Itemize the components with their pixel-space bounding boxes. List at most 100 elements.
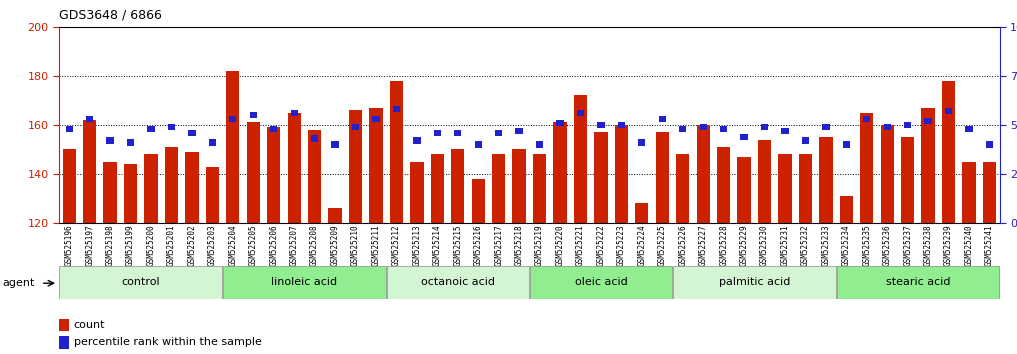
Bar bbox=[205, 166, 219, 223]
Bar bbox=[271, 126, 278, 132]
Bar bbox=[962, 162, 975, 223]
Bar bbox=[410, 162, 423, 223]
Bar bbox=[594, 132, 607, 223]
Text: palmitic acid: palmitic acid bbox=[719, 277, 790, 287]
Bar bbox=[328, 208, 342, 223]
Text: oleic acid: oleic acid bbox=[575, 277, 627, 287]
Bar bbox=[717, 147, 730, 223]
Bar bbox=[495, 130, 502, 136]
Bar bbox=[820, 137, 833, 223]
Bar bbox=[822, 124, 830, 130]
Bar bbox=[223, 266, 385, 299]
Bar bbox=[530, 266, 672, 299]
Bar bbox=[901, 137, 914, 223]
Bar bbox=[65, 126, 73, 132]
Bar bbox=[761, 124, 768, 130]
Text: control: control bbox=[121, 277, 160, 287]
Bar bbox=[59, 319, 69, 331]
Bar bbox=[942, 81, 955, 223]
Bar bbox=[144, 154, 158, 223]
Bar bbox=[492, 154, 505, 223]
Bar bbox=[311, 136, 318, 142]
Bar bbox=[945, 108, 952, 114]
Text: octanoic acid: octanoic acid bbox=[421, 277, 495, 287]
Bar bbox=[124, 164, 137, 223]
Bar bbox=[291, 110, 298, 116]
Bar bbox=[107, 137, 114, 144]
Bar bbox=[127, 139, 134, 145]
Bar bbox=[63, 149, 76, 223]
Bar bbox=[679, 126, 686, 132]
Bar bbox=[267, 127, 281, 223]
Text: percentile rank within the sample: percentile rank within the sample bbox=[73, 337, 261, 348]
Bar bbox=[513, 149, 526, 223]
Bar bbox=[185, 152, 198, 223]
Bar bbox=[656, 132, 669, 223]
Bar bbox=[536, 141, 543, 148]
Bar bbox=[636, 203, 649, 223]
Bar bbox=[393, 106, 400, 112]
Bar bbox=[659, 116, 666, 122]
Bar bbox=[386, 266, 529, 299]
Bar bbox=[332, 141, 339, 148]
Text: count: count bbox=[73, 320, 105, 330]
Bar bbox=[921, 108, 935, 223]
Bar bbox=[86, 116, 94, 122]
Bar bbox=[472, 179, 485, 223]
Bar bbox=[455, 130, 462, 136]
Bar bbox=[614, 125, 629, 223]
Bar bbox=[533, 154, 546, 223]
Bar bbox=[430, 154, 444, 223]
Bar bbox=[617, 122, 625, 128]
Bar bbox=[413, 137, 420, 144]
Text: linoleic acid: linoleic acid bbox=[272, 277, 338, 287]
Bar bbox=[249, 112, 257, 118]
Bar bbox=[433, 130, 441, 136]
Bar bbox=[863, 116, 871, 122]
Bar bbox=[798, 154, 813, 223]
Bar bbox=[985, 141, 994, 148]
Bar bbox=[553, 122, 566, 223]
Bar bbox=[475, 141, 482, 148]
Bar bbox=[781, 127, 788, 134]
Bar bbox=[737, 157, 751, 223]
Bar bbox=[778, 154, 791, 223]
Bar bbox=[352, 124, 359, 130]
Bar bbox=[740, 133, 747, 139]
Bar bbox=[390, 81, 403, 223]
Bar bbox=[904, 122, 911, 128]
Bar bbox=[226, 71, 239, 223]
Bar bbox=[372, 116, 379, 122]
Bar bbox=[860, 113, 874, 223]
Text: GDS3648 / 6866: GDS3648 / 6866 bbox=[59, 9, 162, 22]
Bar bbox=[924, 118, 932, 124]
Bar bbox=[452, 149, 465, 223]
Bar bbox=[556, 120, 563, 126]
Bar bbox=[168, 124, 175, 130]
Bar bbox=[104, 162, 117, 223]
Bar bbox=[308, 130, 321, 223]
Bar bbox=[165, 147, 178, 223]
Bar bbox=[208, 139, 216, 145]
Bar bbox=[597, 122, 604, 128]
Bar bbox=[229, 116, 237, 122]
Bar bbox=[881, 125, 894, 223]
Bar bbox=[982, 162, 996, 223]
Bar bbox=[837, 266, 1000, 299]
Bar bbox=[349, 110, 362, 223]
Bar bbox=[288, 113, 301, 223]
Bar bbox=[516, 127, 523, 134]
Bar bbox=[59, 336, 69, 349]
Bar bbox=[965, 126, 972, 132]
Bar bbox=[673, 266, 836, 299]
Bar bbox=[246, 122, 260, 223]
Bar bbox=[676, 154, 690, 223]
Bar bbox=[147, 126, 155, 132]
Text: stearic acid: stearic acid bbox=[886, 277, 950, 287]
Bar bbox=[59, 266, 222, 299]
Bar bbox=[758, 139, 771, 223]
Bar bbox=[188, 130, 195, 136]
Bar bbox=[369, 108, 382, 223]
Bar bbox=[801, 137, 810, 144]
Bar bbox=[697, 125, 710, 223]
